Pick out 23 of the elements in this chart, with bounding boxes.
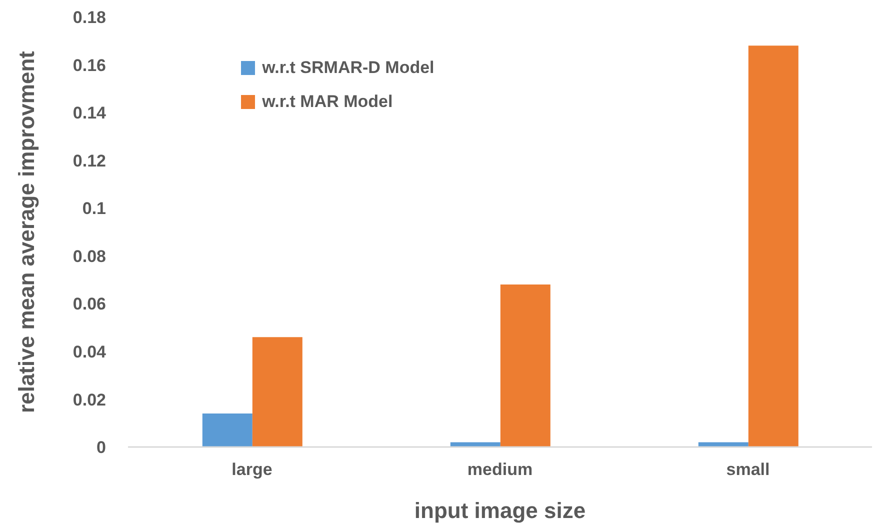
y-tick-label: 0.14 (72, 104, 107, 123)
x-tick-label: small (726, 460, 770, 480)
legend-label: w.r.t SRMAR-D Model (262, 58, 434, 78)
y-tick-label: 0.16 (72, 56, 106, 75)
bar (202, 414, 252, 447)
bar (450, 442, 500, 447)
y-tick-label: 0.12 (72, 151, 106, 170)
y-tick-label: 0.08 (72, 246, 106, 266)
x-tick-label: medium (467, 460, 533, 480)
y-tick-label: 0.02 (72, 390, 106, 410)
y-tick-label: 0.06 (72, 294, 106, 314)
bar (252, 337, 302, 447)
y-tick-label: 0.1 (82, 199, 106, 218)
bar (698, 442, 748, 447)
y-tick-label: 0.18 (72, 8, 106, 28)
x-tick-label: large (232, 460, 272, 480)
legend-label: w.r.t MAR Model (262, 92, 393, 112)
bar (500, 284, 550, 447)
x-axis-title: input image size (414, 498, 586, 523)
bar (748, 46, 798, 447)
y-tick-label: 0 (96, 438, 106, 458)
y-axis-title: relative mean average improvment (14, 50, 38, 413)
y-tick-label: 0.04 (72, 342, 107, 362)
